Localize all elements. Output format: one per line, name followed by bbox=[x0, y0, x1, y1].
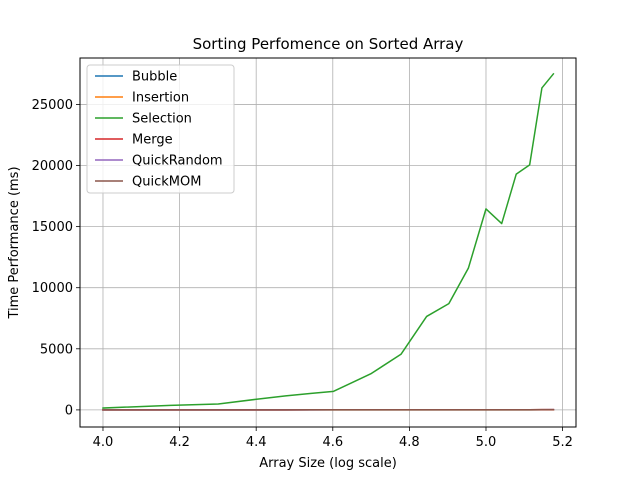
legend-label-bubble: Bubble bbox=[132, 70, 177, 85]
legend-label-quickrandom: QuickRandom bbox=[132, 154, 223, 169]
y-tick-label: 25000 bbox=[32, 98, 73, 113]
x-tick-label: 4.8 bbox=[399, 435, 420, 450]
legend-label-merge: Merge bbox=[132, 133, 173, 148]
chart-title: Sorting Perfomence on Sorted Array bbox=[193, 35, 464, 53]
y-axis-label: Time Performance (ms) bbox=[7, 166, 22, 319]
x-tick-label: 5.2 bbox=[552, 435, 573, 450]
x-tick-label: 4.6 bbox=[322, 435, 343, 450]
legend-label-quickmom: QuickMOM bbox=[132, 175, 201, 190]
series-lines bbox=[102, 72, 555, 411]
legend-label-selection: Selection bbox=[132, 112, 192, 127]
legend-box bbox=[86, 64, 235, 194]
x-axis-label: Array Size (log scale) bbox=[259, 456, 397, 471]
y-tick-label: 0 bbox=[65, 403, 73, 418]
y-tick-label: 15000 bbox=[32, 220, 73, 235]
legend-label-insertion: Insertion bbox=[132, 91, 189, 106]
y-tick-label: 20000 bbox=[32, 159, 73, 174]
legend: Bubble Insertion Selection Merge QuickRandom… bbox=[86, 64, 235, 194]
x-tick-label: 5.0 bbox=[476, 435, 497, 450]
ticks: 4.0 4.2 4.4 4.6 4.8 5.0 5.2 0 5000 10000 15000 2000… bbox=[32, 98, 573, 450]
series-line-selection bbox=[102, 72, 555, 409]
x-tick-label: 4.2 bbox=[169, 435, 190, 450]
x-tick-label: 4.0 bbox=[93, 435, 114, 450]
x-tick-label: 4.4 bbox=[246, 435, 267, 450]
y-tick-label: 10000 bbox=[32, 281, 73, 296]
y-tick-label: 5000 bbox=[40, 342, 73, 357]
plot-frame bbox=[79, 57, 577, 428]
